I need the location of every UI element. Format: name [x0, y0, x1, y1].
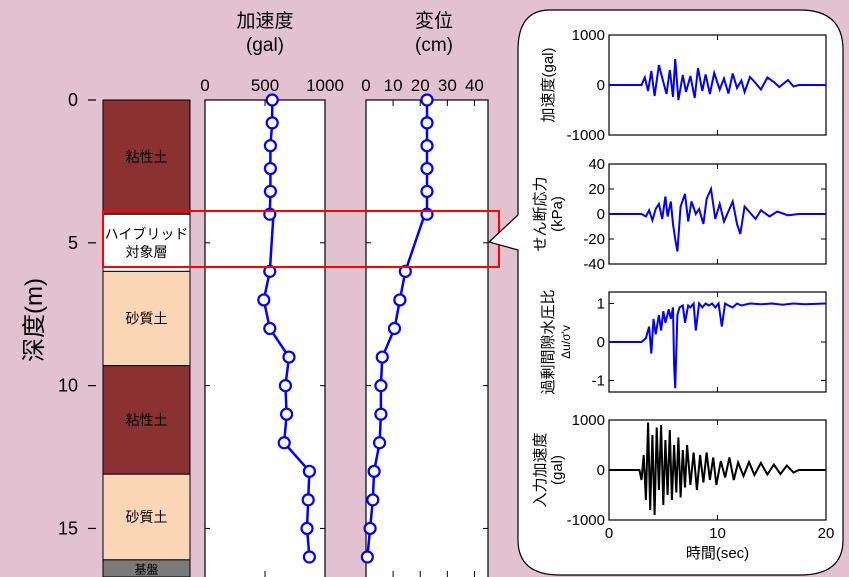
profile-x-tick-label: 20 [411, 76, 430, 95]
panel-y-tick-label: 0 [597, 462, 605, 479]
panel-y-tick-label: 1000 [572, 412, 605, 429]
profile-marker [398, 264, 412, 278]
profile-x-tick-label: 1000 [306, 76, 344, 95]
profile-x-tick-label: 10 [384, 76, 403, 95]
panel-y-tick-label: 40 [588, 156, 605, 173]
panel-y-tick-label: 0 [597, 206, 605, 223]
profile-marker [420, 93, 434, 107]
profile-marker [301, 493, 315, 507]
depth-axis-title: 深度(m) [21, 278, 48, 362]
depth-axis-label: 深度(m) [21, 278, 48, 362]
profile-marker [375, 350, 389, 364]
profile-marker [280, 407, 294, 421]
depth-tick-label: 15 [58, 518, 78, 538]
profile-marker [263, 139, 277, 153]
profile-marker [263, 184, 277, 199]
profile-marker [263, 321, 277, 336]
profile-marker [420, 184, 434, 199]
profile-marker [420, 139, 434, 153]
panel-y-tick-label: -1 [592, 372, 605, 389]
soil-layer-label: 基盤 [134, 562, 158, 576]
panel-y-tick-label: -40 [583, 256, 605, 273]
profile-marker [374, 407, 388, 421]
soil-layer-clay [102, 99, 191, 215]
panel-x-tick-label: 20 [818, 525, 835, 542]
profile-x-tick-label: 0 [200, 76, 209, 95]
profile-marker [372, 436, 387, 450]
soil-layer-label: 粘性土 [126, 412, 168, 428]
profile-marker [393, 293, 407, 307]
soil-layer-label: 粘性土 [126, 149, 168, 165]
time-series-panels: 10000-1000加速度(gal)40200-20-40せん断応力(kPa)1… [532, 27, 834, 562]
profile-marker [420, 161, 434, 176]
depth-tick-label: 10 [58, 376, 78, 396]
panel-line [609, 58, 826, 101]
soil-layer-target [102, 213, 191, 272]
profile-marker [420, 116, 434, 130]
depth-tick-label: 0 [68, 90, 78, 110]
panel-y-tick-label: 20 [588, 181, 605, 198]
profile-marker [282, 350, 296, 364]
profile-marker [300, 521, 314, 536]
panel-y-label: 入力加速度(gal) [532, 432, 566, 507]
panel-x-label: 時間(sec) [686, 545, 749, 562]
panel-y-tick-label: -1000 [567, 127, 605, 144]
profile-marker [366, 493, 380, 507]
soil-layer-label: 砂質土 [126, 509, 168, 525]
acceleration-profile-chart: 加速度(gal) 0 500 1000 [200, 10, 344, 577]
panel-y-tick-label: 1000 [572, 27, 605, 44]
profile-marker [387, 321, 402, 336]
time-series-panel: 40 20 0 -20 -40 せん断応力(kPa) [532, 156, 827, 273]
profile-marker [302, 550, 316, 564]
profile-x-tick-label: 0 [361, 76, 370, 95]
panel-line [609, 422, 826, 516]
profile-marker [265, 116, 279, 130]
panel-y-tick-label: -1000 [567, 512, 605, 529]
panel-line [609, 300, 827, 389]
time-series-panel: 1 0 -1 過剰間隙水圧比 Δu/σ'v [540, 289, 827, 395]
profile-marker [277, 436, 291, 450]
panel-plot-area [608, 291, 827, 393]
displacement-profile-chart: 変位(cm) 0 10 20 30 40 [360, 10, 489, 577]
profile-marker [374, 379, 388, 393]
panel-y-label: 加速度(gal) [540, 47, 557, 122]
panel-y-tick-label: 0 [597, 77, 605, 94]
time-series-panel: 1000 0 -1000 加速度(gal) [540, 27, 827, 144]
depth-tick-label: 5 [68, 233, 78, 253]
panel-x-tick-label: 0 [605, 525, 613, 542]
displacement-profile-title: 変位(cm) [415, 10, 453, 56]
profile-marker [263, 264, 277, 278]
panel-y-label-sub: Δu/σ'v [559, 325, 573, 359]
panel-y-tick-label: 0 [597, 334, 605, 351]
profile-marker [367, 464, 381, 478]
profile-x-tick-label: 30 [438, 76, 457, 95]
soil-layer-bedrock [102, 559, 191, 577]
profile-marker [263, 161, 277, 176]
profile-marker [360, 550, 374, 564]
panel-y-label: せん断応力(kPa) [532, 176, 566, 251]
panel-line [609, 185, 826, 252]
profile-x-tick-label: 40 [465, 76, 484, 95]
profile-marker [302, 464, 316, 478]
acceleration-profile-title: 加速度(gal) [236, 10, 293, 56]
profile-marker [363, 521, 377, 536]
depth-axis: 0 5 10 15 [58, 90, 96, 538]
panel-y-tick-label: -20 [583, 231, 605, 248]
profile-marker [257, 293, 271, 307]
soil-layer-label: ハイブリッド対象層 [105, 226, 189, 260]
soil-layer-label: 砂質土 [126, 311, 168, 327]
soil-layer-sand [102, 270, 191, 367]
profile-x-tick-label: 500 [251, 76, 279, 95]
panel-y-tick-label: 1 [597, 296, 605, 313]
profile-marker [265, 93, 279, 107]
profile-marker [278, 379, 292, 393]
panel-x-tick-label: 10 [709, 525, 726, 542]
soil-layer-clay [102, 365, 191, 475]
panel-y-label: 過剰間隙水圧比 [540, 289, 557, 394]
